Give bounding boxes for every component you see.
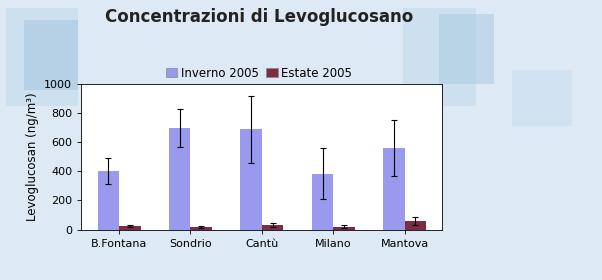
Bar [98, 171, 119, 230]
Bar [119, 226, 140, 230]
Legend: Inverno 2005, Estate 2005: Inverno 2005, Estate 2005 [161, 62, 357, 84]
Y-axis label: Levoglucosan (ng/m³): Levoglucosan (ng/m³) [26, 92, 39, 221]
Bar [383, 148, 405, 230]
Bar [405, 221, 426, 230]
Bar [334, 227, 355, 230]
Bar [312, 174, 334, 230]
Bar [262, 225, 284, 230]
Bar [240, 129, 262, 230]
Text: Concentrazioni di Levoglucosano: Concentrazioni di Levoglucosano [105, 8, 413, 26]
Bar [190, 227, 212, 230]
Bar [169, 129, 190, 230]
